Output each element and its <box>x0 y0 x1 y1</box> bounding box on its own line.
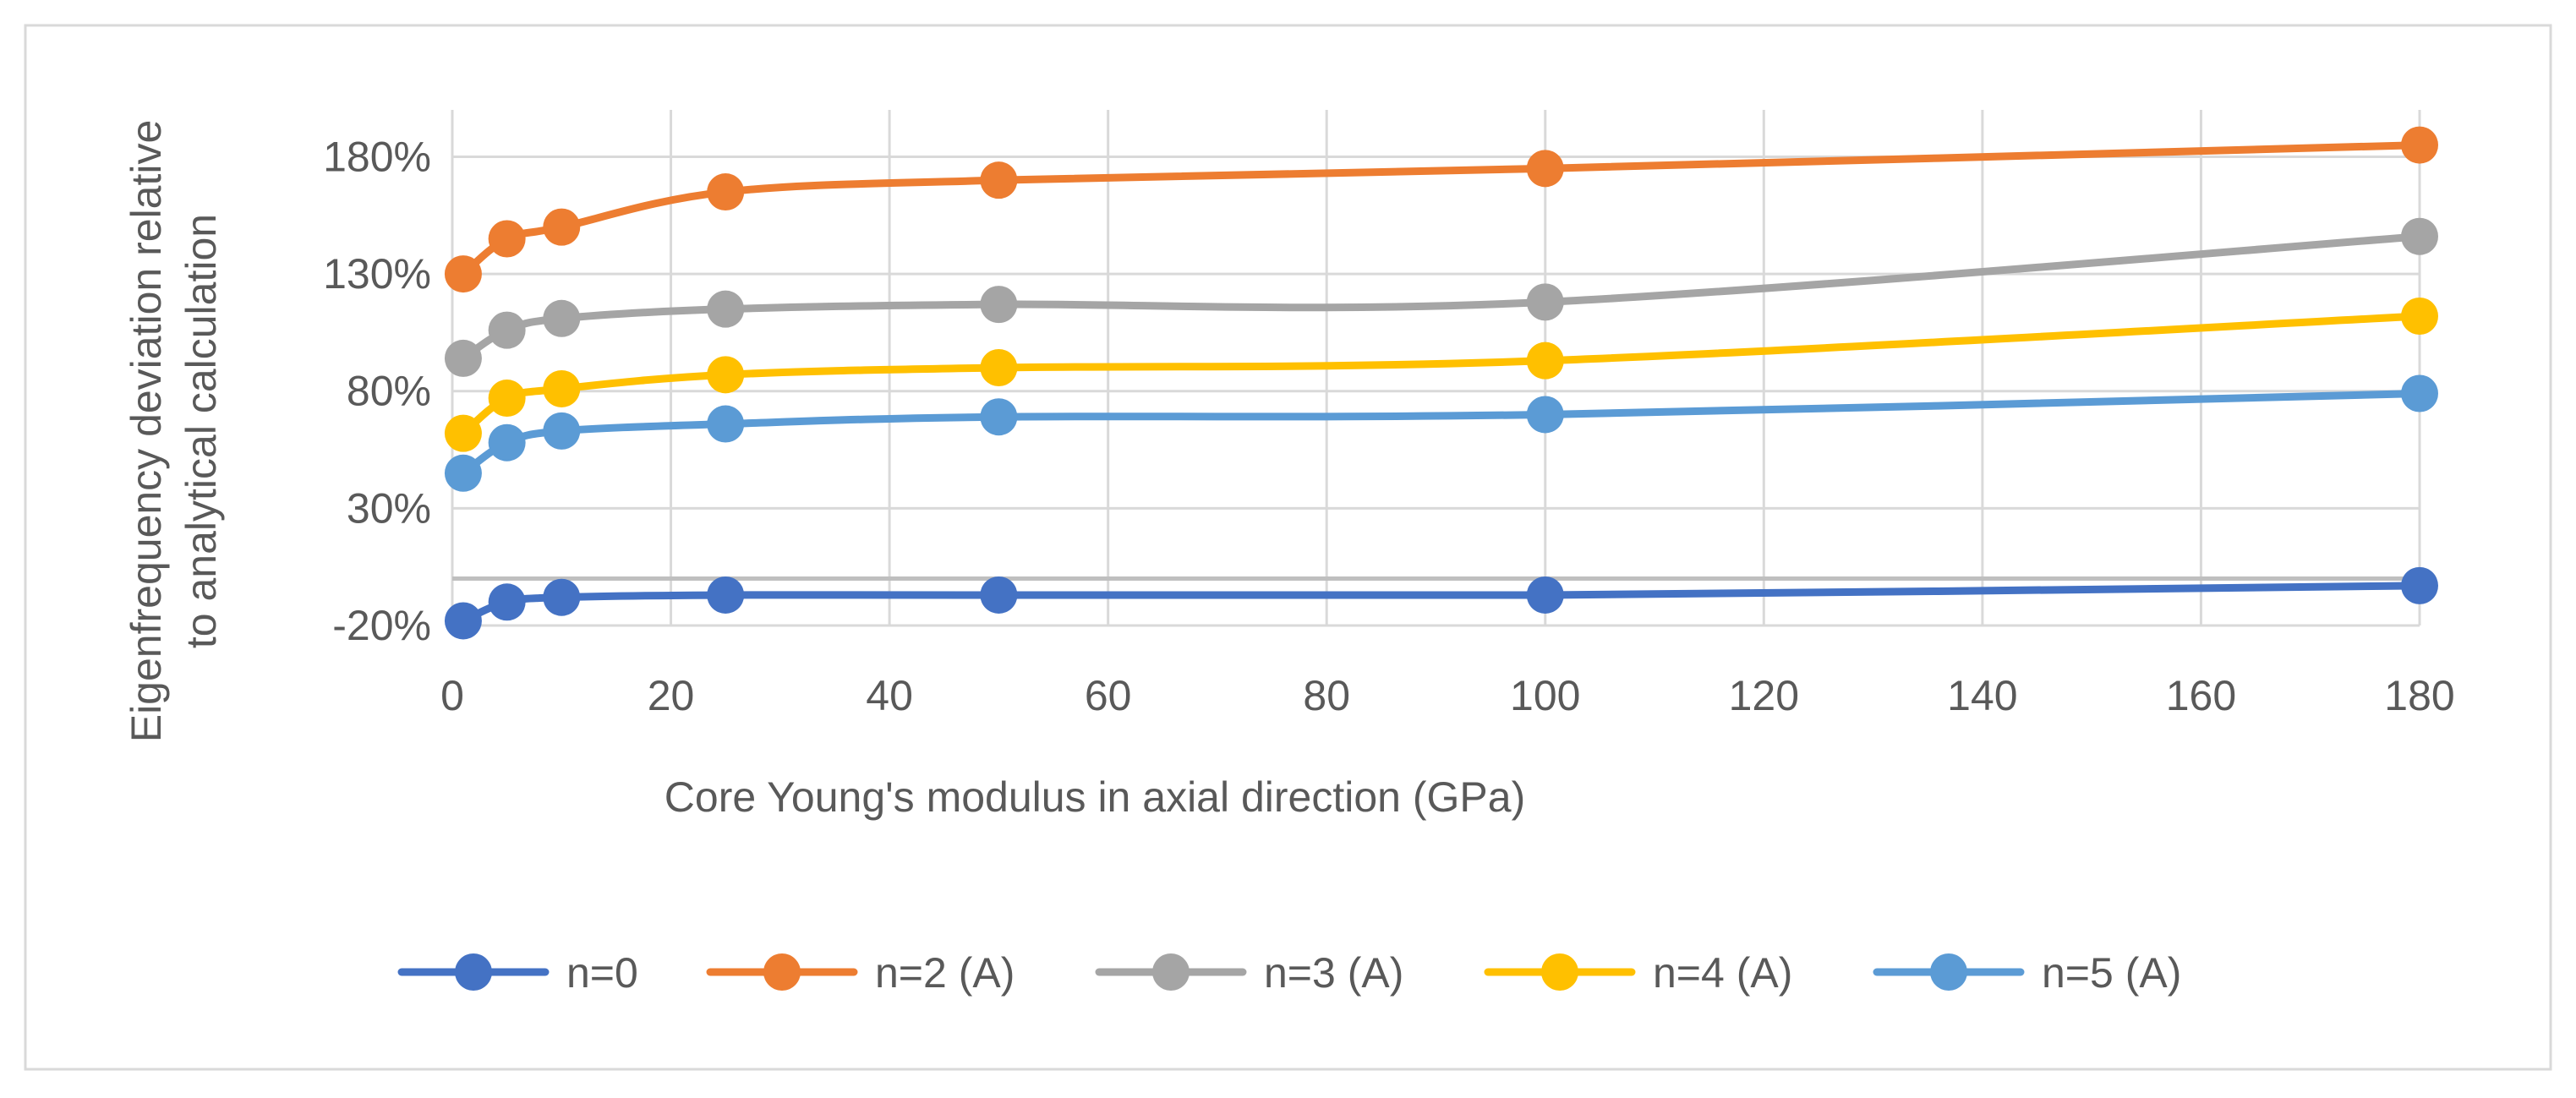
legend-label: n=4 (A) <box>1653 949 1792 997</box>
data-point-n-3-a <box>444 339 482 377</box>
data-point-n-4-a <box>444 414 482 452</box>
data-point-n-5-a <box>488 423 526 462</box>
series-n-4-a <box>444 298 2438 452</box>
x-tick-label: 180 <box>2384 672 2454 719</box>
gridlines <box>451 110 2421 627</box>
x-tick-label: 120 <box>1729 672 1799 719</box>
data-point-n-0 <box>980 576 1018 614</box>
x-tick-label: 80 <box>1303 672 1350 719</box>
legend-label: n=0 <box>566 949 638 997</box>
data-point-n-4-a <box>707 356 745 394</box>
x-tick-label: 0 <box>440 672 464 719</box>
x-axis-title: Core Young's modulus in axial direction … <box>665 773 1525 821</box>
y-tick-label: -20% <box>332 602 431 649</box>
data-point-n-3-a <box>1526 283 1564 321</box>
series-n-2-a <box>444 126 2438 293</box>
y-tick-label: 80% <box>347 368 431 415</box>
legend-item-n-4-a: n=4 (A) <box>1484 949 1792 997</box>
legend-label: n=5 (A) <box>2042 949 2181 997</box>
legend-swatch-marker <box>455 953 492 991</box>
data-point-n-0 <box>543 578 581 616</box>
data-point-n-3-a <box>2401 217 2438 255</box>
data-point-n-5-a <box>980 398 1018 436</box>
x-tick-label: 60 <box>1085 672 1132 719</box>
x-axis-ticks: 0 20 40 60 80 100 120 140 160 180 <box>440 672 2455 719</box>
legend-swatch-marker <box>1930 953 1967 991</box>
y-axis-title-line-1: Eigenfrequency deviation relative <box>123 120 170 743</box>
data-point-n-5-a <box>1526 396 1564 434</box>
data-point-n-2-a <box>543 208 581 246</box>
series-group <box>444 126 2438 640</box>
legend-label: n=2 (A) <box>875 949 1015 997</box>
data-point-n-2-a <box>488 220 526 258</box>
x-tick-label: 40 <box>866 672 913 719</box>
x-tick-label: 140 <box>1947 672 2017 719</box>
legend-swatch-marker <box>1541 953 1578 991</box>
data-point-n-5-a <box>707 405 745 443</box>
x-tick-label: 100 <box>1510 672 1580 719</box>
data-point-n-3-a <box>980 286 1018 324</box>
data-point-n-2-a <box>707 173 745 211</box>
data-point-n-2-a <box>2401 126 2438 164</box>
y-axis-title-line-2: to analytical calculation <box>178 214 225 648</box>
y-tick-label: 30% <box>347 484 431 532</box>
data-point-n-5-a <box>444 454 482 492</box>
data-point-n-5-a <box>2401 374 2438 412</box>
data-point-n-0 <box>1526 576 1564 614</box>
data-point-n-3-a <box>543 299 581 337</box>
legend-swatch-marker <box>763 953 801 991</box>
data-point-n-0 <box>2401 566 2438 604</box>
data-point-n-0 <box>488 583 526 621</box>
data-point-n-3-a <box>707 290 745 328</box>
legend-item-n-0: n=0 <box>397 949 638 997</box>
legend-item-n-5-a: n=5 (A) <box>1873 949 2181 997</box>
legend-item-n-3-a: n=3 (A) <box>1095 949 1403 997</box>
legend-label: n=3 (A) <box>1264 949 1403 997</box>
data-point-n-3-a <box>488 311 526 349</box>
x-tick-label: 20 <box>648 672 695 719</box>
legend: n=0 n=2 (A) n=3 (A) n=4 (A) n=5 (A) <box>397 949 2181 997</box>
data-point-n-4-a <box>980 349 1018 386</box>
legend-item-n-2-a: n=2 (A) <box>706 949 1015 997</box>
data-point-n-0 <box>707 576 745 614</box>
series-n-5-a <box>444 374 2438 492</box>
y-tick-label: 130% <box>323 250 431 298</box>
data-point-n-4-a <box>2401 298 2438 335</box>
data-point-n-0 <box>444 602 482 640</box>
series-n-0 <box>444 566 2438 640</box>
legend-swatch-marker <box>1152 953 1190 991</box>
chart-border <box>24 24 2552 1071</box>
data-point-n-4-a <box>543 369 581 407</box>
data-point-n-4-a <box>488 380 526 418</box>
x-tick-label: 160 <box>2166 672 2236 719</box>
data-point-n-2-a <box>980 161 1018 199</box>
data-point-n-4-a <box>1526 341 1564 380</box>
series-n-3-a <box>444 217 2438 377</box>
y-axis-ticks: -20% 30% 80% 130% 180% <box>323 133 431 649</box>
data-point-n-5-a <box>543 412 581 450</box>
y-tick-label: 180% <box>323 133 431 180</box>
data-point-n-2-a <box>1526 150 1564 188</box>
data-point-n-2-a <box>444 255 482 293</box>
